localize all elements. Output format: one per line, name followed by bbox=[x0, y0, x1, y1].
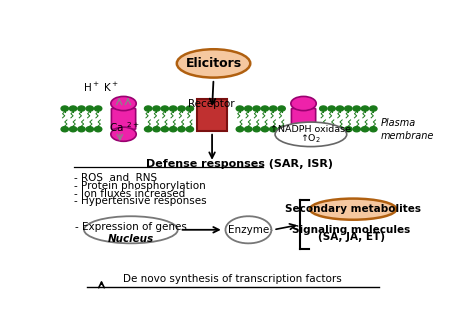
Circle shape bbox=[145, 106, 152, 111]
Circle shape bbox=[370, 106, 377, 111]
Ellipse shape bbox=[177, 49, 250, 78]
FancyBboxPatch shape bbox=[197, 99, 227, 131]
Circle shape bbox=[345, 106, 352, 111]
Circle shape bbox=[353, 106, 360, 111]
Ellipse shape bbox=[291, 96, 316, 111]
Circle shape bbox=[278, 127, 285, 132]
Text: - ROS  and  RNS: - ROS and RNS bbox=[74, 173, 157, 183]
Text: ↑O$_2$: ↑O$_2$ bbox=[301, 132, 321, 145]
Circle shape bbox=[245, 127, 252, 132]
Circle shape bbox=[319, 106, 327, 111]
Circle shape bbox=[153, 127, 160, 132]
Text: Ca $^{2+}$: Ca $^{2+}$ bbox=[109, 120, 139, 134]
Circle shape bbox=[328, 127, 335, 132]
Circle shape bbox=[353, 127, 360, 132]
Circle shape bbox=[178, 106, 185, 111]
Ellipse shape bbox=[275, 122, 346, 147]
Circle shape bbox=[361, 106, 369, 111]
Text: - Ion fluxes increased: - Ion fluxes increased bbox=[74, 189, 185, 199]
Circle shape bbox=[94, 127, 102, 132]
Ellipse shape bbox=[84, 216, 178, 243]
Circle shape bbox=[328, 106, 335, 111]
Ellipse shape bbox=[291, 127, 316, 141]
Circle shape bbox=[69, 127, 77, 132]
Circle shape bbox=[336, 106, 344, 111]
Circle shape bbox=[253, 127, 260, 132]
Ellipse shape bbox=[111, 127, 136, 141]
Circle shape bbox=[361, 127, 369, 132]
Text: - Expression of genes: - Expression of genes bbox=[75, 222, 187, 232]
Text: Secondary metabolites: Secondary metabolites bbox=[285, 204, 421, 214]
Circle shape bbox=[345, 127, 352, 132]
Text: Defense responses (SAR, ISR): Defense responses (SAR, ISR) bbox=[146, 159, 333, 169]
Circle shape bbox=[170, 127, 177, 132]
Text: ↑NADPH oxidase: ↑NADPH oxidase bbox=[270, 125, 351, 134]
Circle shape bbox=[236, 127, 244, 132]
Circle shape bbox=[61, 106, 68, 111]
Circle shape bbox=[86, 127, 93, 132]
Text: - Protein phosphorylation: - Protein phosphorylation bbox=[74, 181, 206, 191]
Circle shape bbox=[61, 127, 68, 132]
Circle shape bbox=[319, 127, 327, 132]
FancyBboxPatch shape bbox=[111, 109, 136, 129]
Circle shape bbox=[161, 106, 169, 111]
Polygon shape bbox=[226, 216, 272, 243]
Circle shape bbox=[270, 127, 277, 132]
Circle shape bbox=[261, 106, 269, 111]
Text: H$^+$ K$^+$: H$^+$ K$^+$ bbox=[83, 81, 119, 94]
Circle shape bbox=[270, 106, 277, 111]
Circle shape bbox=[94, 106, 102, 111]
Text: Receptor: Receptor bbox=[188, 98, 235, 109]
Circle shape bbox=[278, 106, 285, 111]
Text: Nucleus: Nucleus bbox=[108, 234, 154, 244]
Circle shape bbox=[186, 106, 193, 111]
Circle shape bbox=[86, 106, 93, 111]
Circle shape bbox=[370, 127, 377, 132]
Text: Enzyme: Enzyme bbox=[228, 225, 269, 235]
Circle shape bbox=[69, 106, 77, 111]
Text: (SA, JA, ET): (SA, JA, ET) bbox=[318, 232, 385, 242]
Circle shape bbox=[78, 106, 85, 111]
Circle shape bbox=[153, 106, 160, 111]
Text: De novo synthesis of transcription factors: De novo synthesis of transcription facto… bbox=[123, 274, 341, 284]
Text: Elicitors: Elicitors bbox=[185, 57, 242, 70]
Text: - Hypertensive responses: - Hypertensive responses bbox=[74, 196, 207, 206]
Circle shape bbox=[261, 127, 269, 132]
Circle shape bbox=[236, 106, 244, 111]
Circle shape bbox=[145, 127, 152, 132]
Circle shape bbox=[186, 127, 193, 132]
Ellipse shape bbox=[111, 96, 136, 111]
Circle shape bbox=[78, 127, 85, 132]
Circle shape bbox=[245, 106, 252, 111]
Circle shape bbox=[336, 127, 344, 132]
Circle shape bbox=[178, 127, 185, 132]
Text: Plasma
membrane: Plasma membrane bbox=[381, 118, 434, 141]
Circle shape bbox=[161, 127, 169, 132]
Text: Signaling molecules: Signaling molecules bbox=[292, 225, 410, 235]
Ellipse shape bbox=[310, 199, 396, 220]
Circle shape bbox=[170, 106, 177, 111]
Circle shape bbox=[253, 106, 260, 111]
FancyBboxPatch shape bbox=[292, 109, 316, 129]
